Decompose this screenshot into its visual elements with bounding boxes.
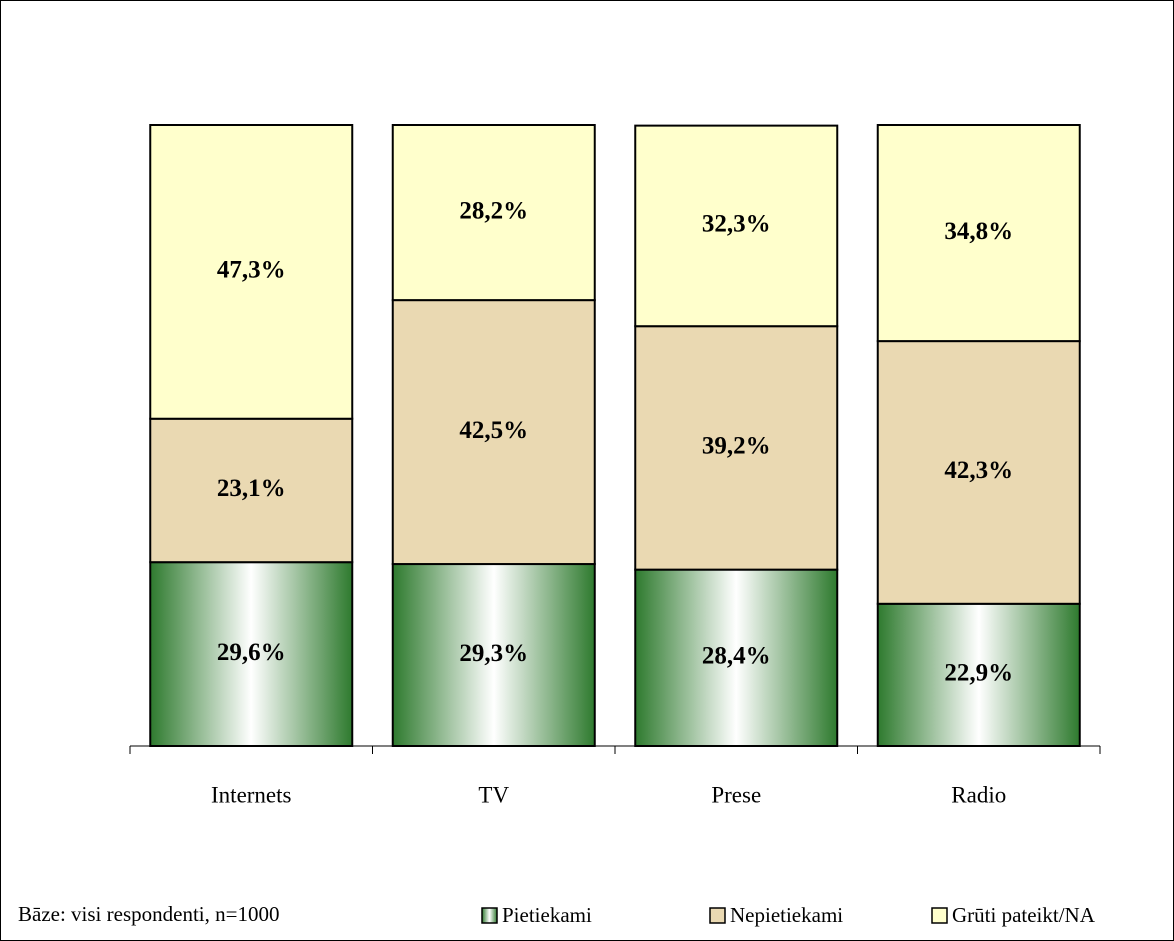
data-label: 28,4% <box>702 643 771 670</box>
legend-label: Nepietiekami <box>730 903 843 927</box>
bar-segment <box>391 124 596 302</box>
legend-swatch <box>709 907 726 924</box>
legend-swatch <box>931 907 948 924</box>
bar-segment <box>634 568 839 747</box>
data-label: 23,1% <box>217 475 286 502</box>
data-label: 29,3% <box>459 640 528 667</box>
bar-segment <box>391 299 596 566</box>
x-tick-label: Internets <box>211 782 292 807</box>
data-label: 22,9% <box>944 660 1013 687</box>
x-tick-label: Radio <box>951 782 1006 807</box>
bar-segment <box>634 124 839 328</box>
data-label: 29,6% <box>217 639 286 666</box>
data-label: 42,3% <box>944 457 1013 484</box>
bar-segment <box>876 340 1081 605</box>
bar-segment <box>149 417 354 564</box>
legend-swatch <box>481 907 498 924</box>
footnote: Bāze: visi respondenti, n=1000 <box>18 902 279 926</box>
data-label: 39,2% <box>702 433 771 460</box>
data-label: 32,3% <box>702 211 771 238</box>
bar-segment <box>876 124 1081 343</box>
bar-segment <box>149 124 354 420</box>
data-label: 47,3% <box>217 257 286 284</box>
bar-segment <box>391 563 596 747</box>
data-label: 34,8% <box>944 218 1013 245</box>
x-tick-label: Prese <box>711 782 761 807</box>
bar-segment <box>876 602 1081 748</box>
x-tick-label: TV <box>478 782 509 807</box>
data-label: 42,5% <box>459 417 528 444</box>
legend-label: Grūti pateikt/NA <box>952 903 1096 927</box>
bar-segment <box>149 561 354 748</box>
legend-label: Pietiekami <box>502 903 592 927</box>
data-label: 28,2% <box>459 197 528 224</box>
bar-segment <box>634 325 839 571</box>
